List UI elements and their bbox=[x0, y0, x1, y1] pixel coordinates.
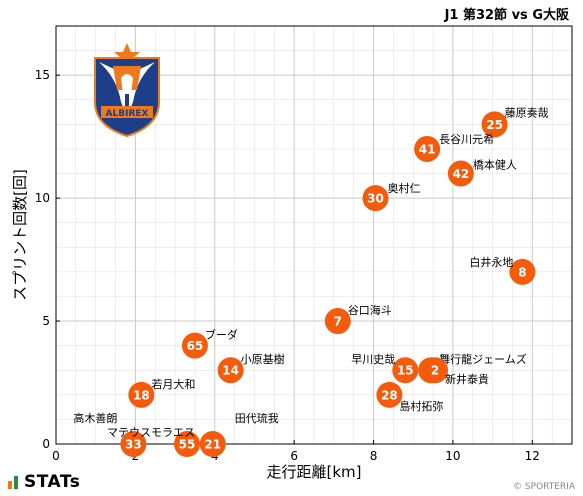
player-marker-25 bbox=[481, 111, 508, 138]
x-tick-label: 10 bbox=[445, 449, 460, 463]
chart-title: J1 第32節 vs G大阪 bbox=[444, 8, 569, 23]
player-marker-65 bbox=[181, 332, 208, 359]
player-name-label: 高木善朗 bbox=[73, 411, 117, 425]
player-number-65: 65 bbox=[187, 339, 204, 353]
player-name-label: マテウスモラエス bbox=[107, 426, 195, 439]
y-tick-label: 10 bbox=[35, 191, 50, 205]
player-marker-33 bbox=[120, 431, 147, 457]
player-number-30: 30 bbox=[367, 192, 384, 206]
player-number-15: 15 bbox=[397, 364, 414, 378]
svg-text:ALBIREX: ALBIREX bbox=[106, 109, 149, 119]
player-marker-7 bbox=[324, 308, 351, 335]
player-marker-2 bbox=[422, 357, 449, 384]
player-number-55: 55 bbox=[179, 438, 196, 452]
player-number-25: 25 bbox=[486, 118, 503, 132]
player-name-label: 若月大和 bbox=[151, 377, 195, 391]
stats-logo-text: STATs bbox=[24, 472, 81, 492]
player-marker-41 bbox=[414, 135, 441, 162]
player-marker-18 bbox=[128, 381, 155, 408]
player-name-label: 藤原奏哉 bbox=[505, 105, 549, 119]
player-number-28: 28 bbox=[381, 388, 398, 402]
player-number-7: 7 bbox=[334, 315, 342, 329]
player-number-14: 14 bbox=[222, 364, 239, 378]
credit-text: © SPORTERIA bbox=[513, 482, 575, 492]
player-name-label: 舞行龍ジェームズ bbox=[439, 352, 527, 366]
player-name-label: 早川史哉 bbox=[351, 352, 395, 366]
player-name-label: 長谷川元希 bbox=[439, 132, 494, 146]
player-number-21: 21 bbox=[204, 438, 221, 452]
player-number-42: 42 bbox=[453, 167, 470, 181]
stats-logo: STATs bbox=[8, 472, 80, 492]
player-number-18: 18 bbox=[133, 388, 150, 402]
y-tick-label: 15 bbox=[35, 68, 50, 82]
player-name-label: 小原基樹 bbox=[241, 353, 285, 366]
player-marker-21 bbox=[199, 431, 226, 457]
player-marker-30 bbox=[362, 185, 389, 212]
player-number-8: 8 bbox=[518, 265, 526, 279]
player-name-label: 白井永地 bbox=[469, 255, 513, 269]
player-name-label: 橋本健人 bbox=[473, 158, 517, 172]
stats-bars-icon bbox=[8, 475, 18, 489]
plot-frame bbox=[55, 25, 573, 445]
player-marker-14 bbox=[217, 357, 244, 384]
player-marker-8 bbox=[509, 258, 536, 285]
player-name-label: 谷口海斗 bbox=[348, 303, 392, 317]
x-tick-label: 6 bbox=[290, 449, 298, 463]
player-marker-55 bbox=[173, 431, 200, 457]
x-tick-label: 0 bbox=[52, 449, 60, 463]
player-name-label: 新井泰貴 bbox=[445, 372, 489, 386]
y-axis-label: スプリント回数[回] bbox=[11, 169, 29, 301]
player-number-41: 41 bbox=[419, 142, 436, 156]
player-marker-15 bbox=[392, 357, 419, 384]
player-marker-28 bbox=[376, 381, 403, 408]
x-tick-label: 8 bbox=[370, 449, 378, 463]
player-name-label: 島村拓弥 bbox=[399, 399, 443, 413]
player-name-label: ブーダ bbox=[205, 328, 238, 342]
y-tick-label: 0 bbox=[42, 437, 50, 451]
player-marker-42 bbox=[447, 160, 474, 187]
player-name-label: 田代琉我 bbox=[235, 411, 279, 425]
y-tick-label: 5 bbox=[42, 314, 50, 328]
x-axis-label: 走行距離[km] bbox=[266, 463, 361, 481]
club-crest-icon: ALBIREX bbox=[94, 43, 160, 138]
player-number-33: 33 bbox=[125, 438, 142, 452]
player-name-label: 奥村仁 bbox=[388, 181, 421, 195]
player-number-2: 2 bbox=[431, 364, 439, 378]
x-tick-label: 12 bbox=[525, 449, 540, 463]
